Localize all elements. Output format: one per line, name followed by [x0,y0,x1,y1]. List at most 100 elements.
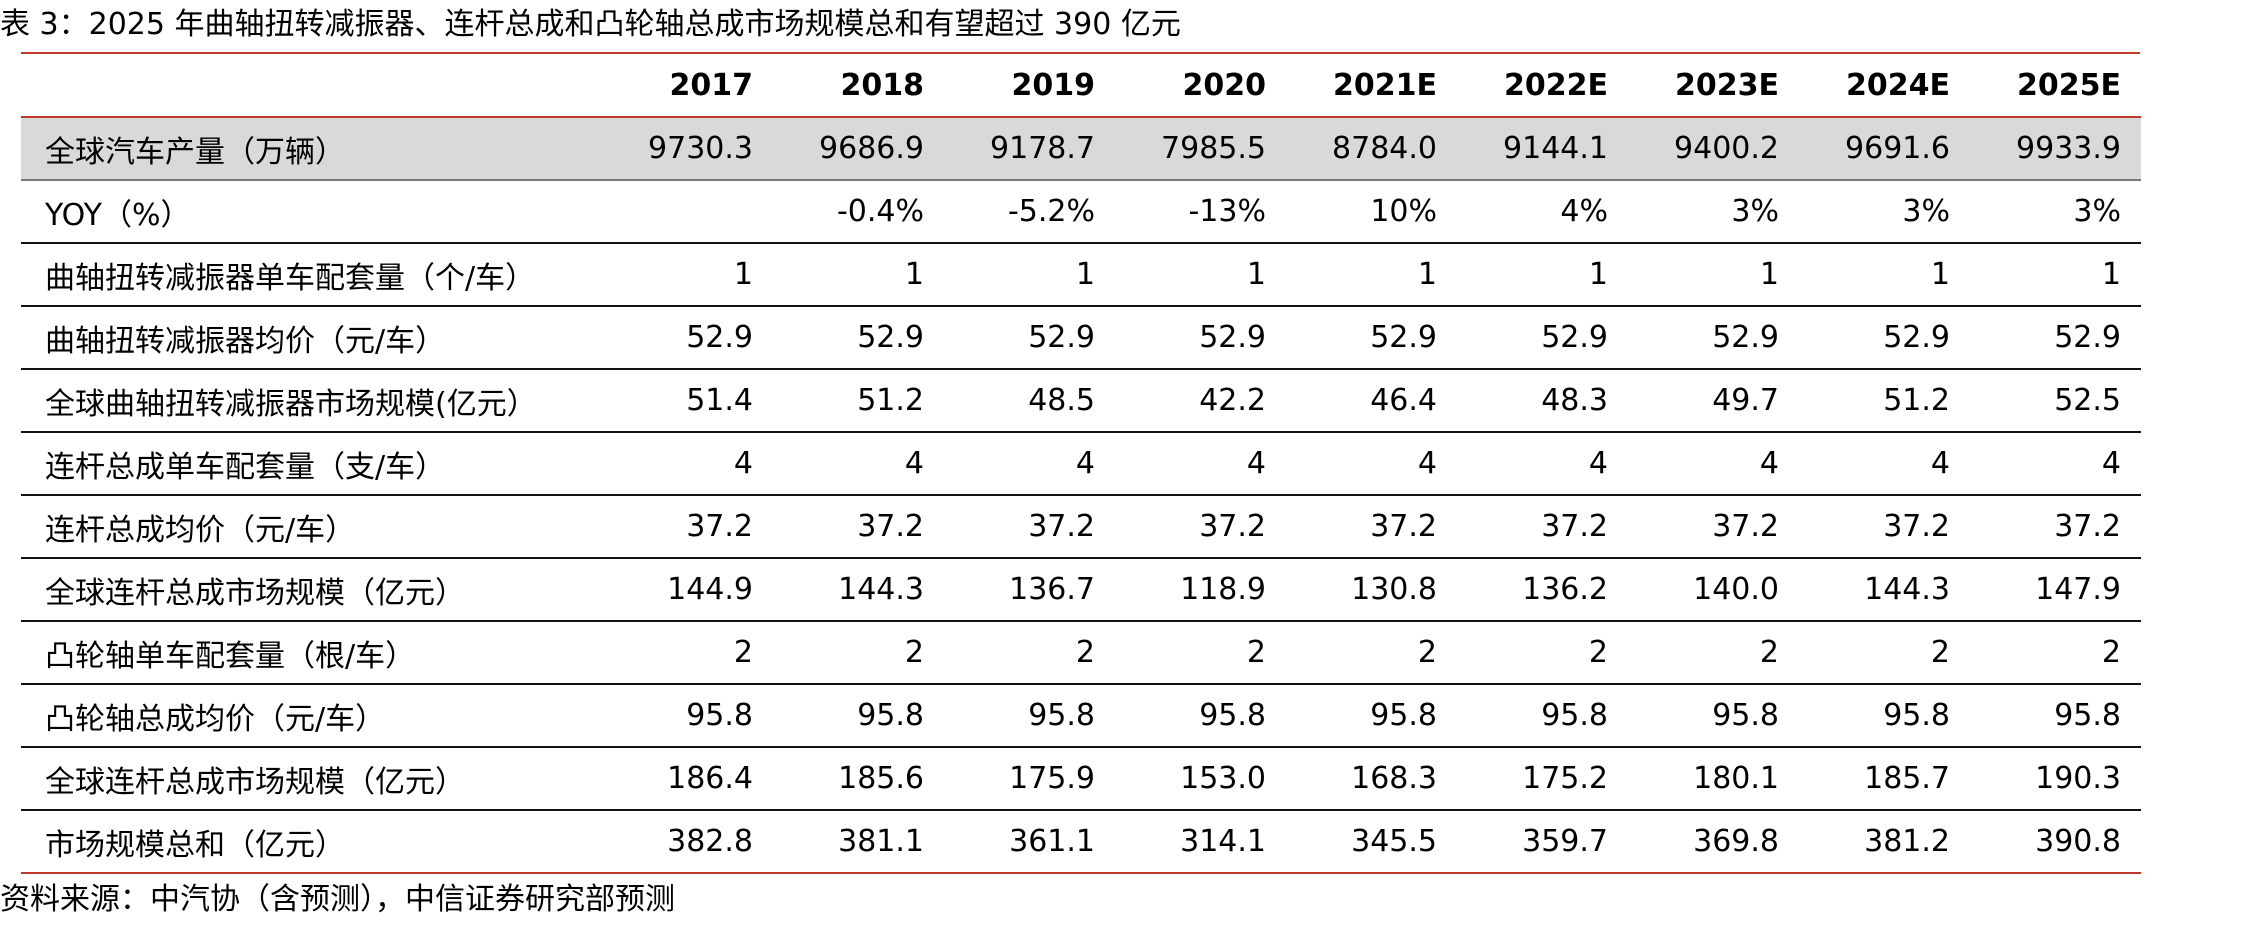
value-cell: 390.8 [1970,810,2141,874]
row-label: 全球连杆总成市场规模（亿元） [21,558,602,622]
value-cell: 49.7 [1628,369,1799,433]
table-row: 全球汽车产量（万辆） 9730.3 9686.9 9178.7 7985.5 8784.0… [21,117,2141,181]
value-cell: 369.8 [1628,810,1799,874]
table-row: 全球曲轴扭转减振器市场规模(亿元） 51.4 51.2 48.5 42.2 46.4 48.… [21,369,2141,433]
market-size-table: 2017 2018 2019 2020 2021E 2022E 2023E 20… [21,54,2141,874]
value-cell: 4 [1628,432,1799,496]
value-cell: 95.8 [1115,684,1286,748]
value-cell: 52.9 [944,306,1115,370]
value-cell: 2 [602,621,773,685]
value-cell: 3% [1628,180,1799,244]
row-label: 全球连杆总成市场规模（亿元） [21,747,602,811]
value-cell: -13% [1115,180,1286,244]
value-cell: 95.8 [944,684,1115,748]
table-row: 曲轴扭转减振器均价（元/车） 52.9 52.9 52.9 52.9 52.9 52.9 52… [21,306,2141,370]
value-cell: 37.2 [1286,495,1457,559]
value-cell: 190.3 [1970,747,2141,811]
row-label: 连杆总成均价（元/车） [21,495,602,559]
value-cell: 314.1 [1115,810,1286,874]
value-cell: 4 [773,432,944,496]
value-cell: 4 [1799,432,1970,496]
row-label: 全球汽车产量（万辆） [21,117,602,181]
value-cell: 95.8 [602,684,773,748]
header-year: 2024E [1799,54,1970,118]
value-cell: 361.1 [944,810,1115,874]
value-cell: 1 [1799,243,1970,307]
value-cell: 136.2 [1457,558,1628,622]
value-cell: 9691.6 [1799,117,1970,181]
table-row: 连杆总成单车配套量（支/车） 4 4 4 4 4 4 4 4 4 [21,432,2141,496]
value-cell: 136.7 [944,558,1115,622]
value-cell: 118.9 [1115,558,1286,622]
row-label: 凸轮轴总成均价（元/车） [21,684,602,748]
row-label: 曲轴扭转减振器均价（元/车） [21,306,602,370]
value-cell: 9686.9 [773,117,944,181]
top-rule [21,52,2140,54]
value-cell: 1 [944,243,1115,307]
value-cell: 10% [1286,180,1457,244]
value-cell: 4 [944,432,1115,496]
value-cell: 4 [602,432,773,496]
header-year: 2022E [1457,54,1628,118]
value-cell: 4% [1457,180,1628,244]
value-cell: 52.9 [1286,306,1457,370]
value-cell: 37.2 [1628,495,1799,559]
row-label: 全球曲轴扭转减振器市场规模(亿元） [21,369,602,433]
value-cell: 2 [1970,621,2141,685]
value-cell: 1 [1970,243,2141,307]
value-cell: 95.8 [1628,684,1799,748]
row-label: 凸轮轴单车配套量（根/车） [21,621,602,685]
value-cell: 1 [602,243,773,307]
table-row: 市场规模总和（亿元） 382.8 381.1 361.1 314.1 345.5 359.7… [21,810,2141,874]
value-cell: 180.1 [1628,747,1799,811]
value-cell: 144.9 [602,558,773,622]
value-cell: 2 [1628,621,1799,685]
value-cell: 48.5 [944,369,1115,433]
value-cell: 168.3 [1286,747,1457,811]
value-cell: 1 [1457,243,1628,307]
value-cell: 51.4 [602,369,773,433]
value-cell: 37.2 [944,495,1115,559]
value-cell: 140.0 [1628,558,1799,622]
value-cell: 95.8 [1286,684,1457,748]
table-row: 凸轮轴总成均价（元/车） 95.8 95.8 95.8 95.8 95.8 95.8 95.8… [21,684,2141,748]
table-row: 曲轴扭转减振器单车配套量（个/车） 1 1 1 1 1 1 1 1 1 [21,243,2141,307]
value-cell: 9933.9 [1970,117,2141,181]
header-year: 2018 [773,54,944,118]
value-cell: 7985.5 [1115,117,1286,181]
value-cell: 95.8 [773,684,944,748]
source-note: 资料来源：中汽协（含预测），中信证券研究部预测 [0,882,675,917]
value-cell: 37.2 [1970,495,2141,559]
value-cell: 4 [1286,432,1457,496]
header-year: 2025E [1970,54,2141,118]
value-cell: -5.2% [944,180,1115,244]
header-corner-cell [21,54,602,118]
value-cell: 3% [1799,180,1970,244]
value-cell: 51.2 [1799,369,1970,433]
value-cell: 359.7 [1457,810,1628,874]
table-row: YOY（%） -0.4% -5.2% -13% 10% 4% 3% 3% 3% [21,180,2141,244]
value-cell: 2 [1457,621,1628,685]
row-label: 曲轴扭转减振器单车配套量（个/车） [21,243,602,307]
value-cell: 52.9 [1628,306,1799,370]
value-cell: 37.2 [1799,495,1970,559]
header-year: 2021E [1286,54,1457,118]
value-cell: 4 [1115,432,1286,496]
value-cell: 9400.2 [1628,117,1799,181]
value-cell: 52.9 [1115,306,1286,370]
value-cell: 9144.1 [1457,117,1628,181]
row-label: 市场规模总和（亿元） [21,810,602,874]
value-cell: 46.4 [1286,369,1457,433]
value-cell: 9178.7 [944,117,1115,181]
table-row: 连杆总成均价（元/车） 37.2 37.2 37.2 37.2 37.2 37.2 37.2 3… [21,495,2141,559]
value-cell: 185.7 [1799,747,1970,811]
value-cell: 186.4 [602,747,773,811]
header-row: 2017 2018 2019 2020 2021E 2022E 2023E 20… [21,54,2141,118]
table-caption: 表 3：2025 年曲轴扭转减振器、连杆总成和凸轮轴总成市场规模总和有望超过 3… [0,7,1181,42]
value-cell: 37.2 [602,495,773,559]
value-cell: 3% [1970,180,2141,244]
value-cell: 9730.3 [602,117,773,181]
value-cell: 2 [1115,621,1286,685]
value-cell: 37.2 [773,495,944,559]
value-cell: 345.5 [1286,810,1457,874]
